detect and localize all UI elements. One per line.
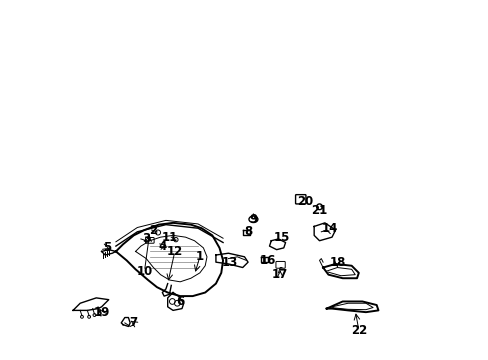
Text: 16: 16: [259, 254, 275, 267]
Text: 12: 12: [166, 245, 183, 258]
Text: 1: 1: [195, 250, 203, 263]
Text: 9: 9: [249, 213, 257, 226]
Text: 20: 20: [297, 195, 313, 208]
Text: 19: 19: [93, 306, 110, 319]
Text: 7: 7: [129, 316, 138, 329]
Text: 6: 6: [176, 295, 184, 308]
Text: 11: 11: [161, 231, 177, 244]
Text: 4: 4: [158, 240, 166, 253]
Text: 15: 15: [273, 231, 289, 244]
Text: 5: 5: [102, 241, 111, 255]
Text: 10: 10: [136, 265, 152, 278]
Text: 14: 14: [322, 222, 338, 235]
Text: 17: 17: [271, 268, 288, 281]
Text: 13: 13: [222, 256, 238, 269]
Text: 22: 22: [350, 324, 366, 337]
Text: 8: 8: [244, 225, 252, 238]
Text: 18: 18: [328, 256, 345, 269]
Text: 2: 2: [149, 224, 157, 237]
Text: 21: 21: [311, 204, 327, 217]
Text: 3: 3: [142, 233, 150, 246]
